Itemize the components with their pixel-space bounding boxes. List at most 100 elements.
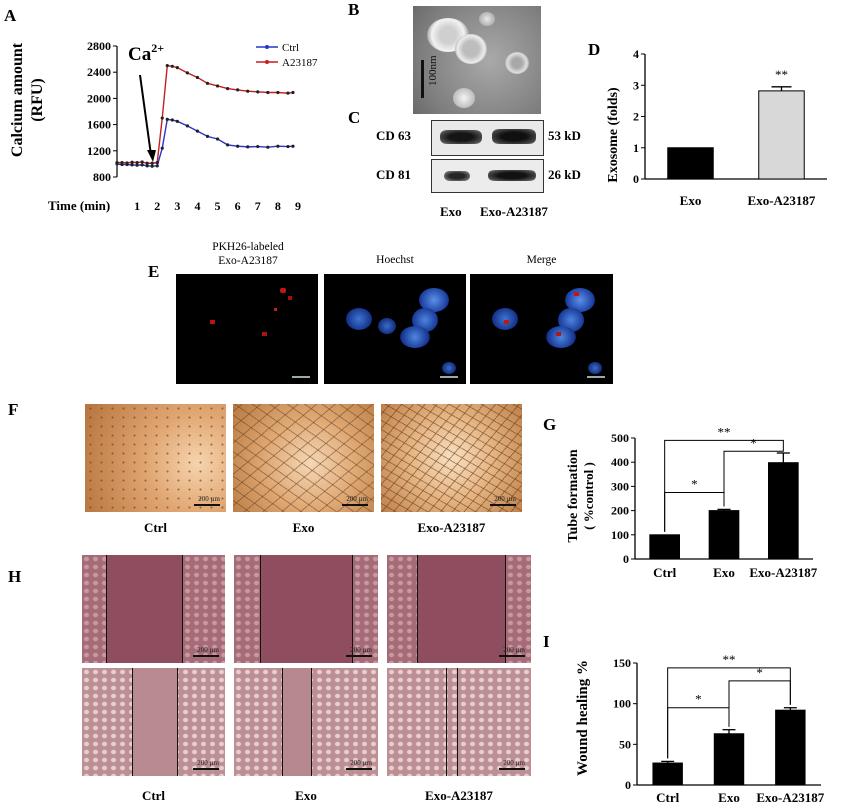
x-tick-label: Exo-A23187	[748, 193, 816, 208]
panel-label-h: H	[8, 567, 22, 586]
data-point	[256, 144, 260, 149]
x-tick-label: Ctrl	[653, 565, 676, 580]
blot-size-53kd: 53 kD	[548, 128, 581, 143]
bar-Exo-A23187	[768, 462, 799, 560]
panel-a-arrowhead	[147, 150, 156, 162]
significance-label: **	[718, 424, 731, 439]
bar-Ctrl	[652, 762, 683, 786]
y-tick-label: 0	[625, 778, 631, 792]
x-tick-label: 6	[235, 199, 241, 213]
blot-strip-cd63	[431, 120, 544, 156]
significance-label: *	[756, 665, 763, 680]
scale-bar	[194, 504, 220, 506]
data-point	[276, 90, 280, 95]
panel-g-ylabel: Tube formation	[566, 449, 581, 542]
data-point	[170, 64, 174, 68]
exosome-vesicle	[505, 52, 529, 74]
blot-size-26kd: 26 kD	[548, 167, 581, 182]
data-point	[286, 144, 290, 149]
legend-ctrl: Ctrl	[282, 42, 299, 54]
scale-label: 200 µm	[350, 759, 372, 767]
x-tick-label: 5	[215, 199, 221, 213]
data-point	[291, 90, 295, 95]
legend-a23187: A23187	[282, 57, 318, 69]
y-tick-label: 1	[633, 141, 639, 155]
y-tick-label: 200	[611, 504, 629, 518]
panel-e-title-line1: PKH26-labeled	[212, 241, 284, 253]
significance-label: *	[750, 435, 757, 450]
data-point	[226, 143, 230, 147]
data-point	[150, 164, 154, 168]
data-point	[135, 160, 139, 165]
panel-g-ylabel-unit: ( %control )	[581, 462, 596, 530]
data-point	[165, 117, 169, 121]
x-tick-label: 3	[174, 199, 180, 213]
bar-Exo-A23187	[775, 709, 806, 786]
panel-a-annotation: Ca2+	[128, 41, 164, 65]
bar-Ctrl	[649, 534, 681, 560]
bar-Exo	[708, 510, 740, 560]
blot-band	[440, 130, 482, 144]
data-point	[266, 145, 270, 149]
x-tick-label: Exo	[713, 565, 735, 580]
tube-image-ctrl: 200 µm	[85, 404, 226, 512]
wound-image-ctrl-24h: 200 µm	[82, 668, 225, 776]
wound-image-exo-24h: 200 µm	[234, 668, 378, 776]
data-point	[205, 134, 210, 138]
panel-f-caption-exo: Exo	[292, 520, 315, 535]
panel-label-a: A	[4, 6, 17, 25]
y-tick-label: 3	[633, 78, 639, 92]
data-point	[140, 163, 144, 167]
significance-label: *	[691, 476, 698, 491]
scale-bar	[490, 504, 516, 506]
data-point	[236, 88, 240, 92]
exosome-vesicle	[479, 12, 495, 26]
y-tick-label: 1200	[87, 144, 111, 158]
scale-label: 200 µm	[503, 646, 525, 654]
data-point	[286, 91, 290, 95]
data-point	[291, 144, 295, 148]
tem-scale-bar	[421, 60, 424, 98]
wound-image-exo-0h: 200 µm	[234, 555, 378, 663]
panel-d-bar-chart: 0 1 2 3 4 Exo Exo-A23187 ** Exosome (folds)	[606, 47, 827, 208]
y-tick-label: 100	[613, 697, 631, 711]
data-point	[120, 160, 124, 165]
x-tick-label: 2	[154, 199, 160, 213]
panel-a-line-chart: 800 1200 1600 2000 2400 2800 1 2 3 4 5 6 7 8 9 Calcium…	[9, 39, 318, 213]
tube-image-exo-a23187: 200 µm	[381, 404, 522, 512]
y-tick-label: 800	[93, 170, 111, 184]
bar-Exo	[667, 147, 714, 180]
y-tick-label: 300	[611, 479, 629, 493]
data-point	[185, 71, 189, 75]
data-point	[195, 75, 200, 80]
panel-h-caption-ctrl: Ctrl	[141, 788, 166, 803]
data-point	[145, 164, 149, 168]
blot-lane-exo-a23187: Exo-A23187	[480, 204, 548, 219]
exosome-vesicle	[453, 88, 475, 108]
series-line-Ctrl	[116, 118, 294, 167]
x-tick-label: 1	[134, 199, 140, 213]
scale-label: 200 µm	[197, 759, 219, 767]
panel-label-c: C	[348, 108, 361, 127]
data-point	[205, 81, 210, 85]
data-point	[160, 146, 164, 150]
data-point	[130, 163, 134, 167]
panel-e-title-line2: Exo-A23187	[218, 255, 278, 267]
panel-f-caption-exo-a23187: Exo-A23187	[417, 520, 486, 535]
panel-label-e: E	[148, 262, 160, 281]
significance-bracket	[723, 450, 784, 507]
y-tick-label: 100	[611, 528, 629, 542]
exosome-vesicle	[455, 34, 487, 64]
data-point	[130, 160, 134, 164]
wound-image-ctrl-0h: 200 µm	[82, 555, 225, 663]
bar-Exo	[713, 733, 745, 786]
panel-e-title-merge: Merge	[526, 254, 557, 266]
y-tick-label: 500	[611, 431, 629, 445]
tem-image: 100nm	[413, 6, 541, 114]
panel-e-title-pkh26: PKH26-labeled Exo-A23187	[178, 240, 318, 268]
panel-label-f: F	[8, 400, 19, 419]
data-point	[195, 129, 200, 133]
x-tick-label: Exo	[680, 193, 702, 208]
y-tick-label: 2400	[87, 65, 111, 79]
